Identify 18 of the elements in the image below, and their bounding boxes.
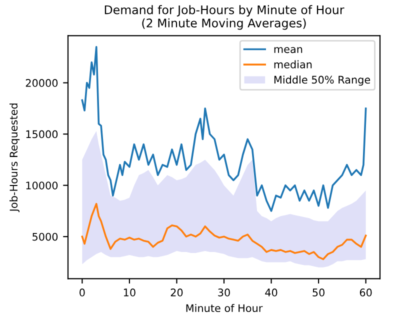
x-tick-label: 30 <box>218 288 230 296</box>
y-axis-title: Job-Hours Requested <box>10 104 20 212</box>
y-tick-label: 20000 <box>26 79 58 87</box>
legend-label: median <box>274 60 312 68</box>
x-tick-label: 20 <box>170 288 183 296</box>
x-tick-label: 40 <box>265 288 278 296</box>
y-tick-label: 5000 <box>32 232 58 241</box>
x-axis-title: Minute of Hour <box>186 304 263 312</box>
x-tick-label: 10 <box>124 288 136 296</box>
legend-label: mean <box>274 47 302 54</box>
x-tick-label: 60 <box>360 288 372 296</box>
y-tick-label: 10000 <box>26 182 58 190</box>
annotation: Middle 50% Range <box>274 76 370 86</box>
y-tick-label: 15000 <box>26 130 58 138</box>
line-series <box>81 202 367 260</box>
x-tick-label: 50 <box>312 288 324 296</box>
chart-title: Demand for Job-Hours by Minute of Hour (2 Minute Moving Averages) <box>104 5 344 30</box>
x-tick-label: 0 <box>80 288 85 296</box>
